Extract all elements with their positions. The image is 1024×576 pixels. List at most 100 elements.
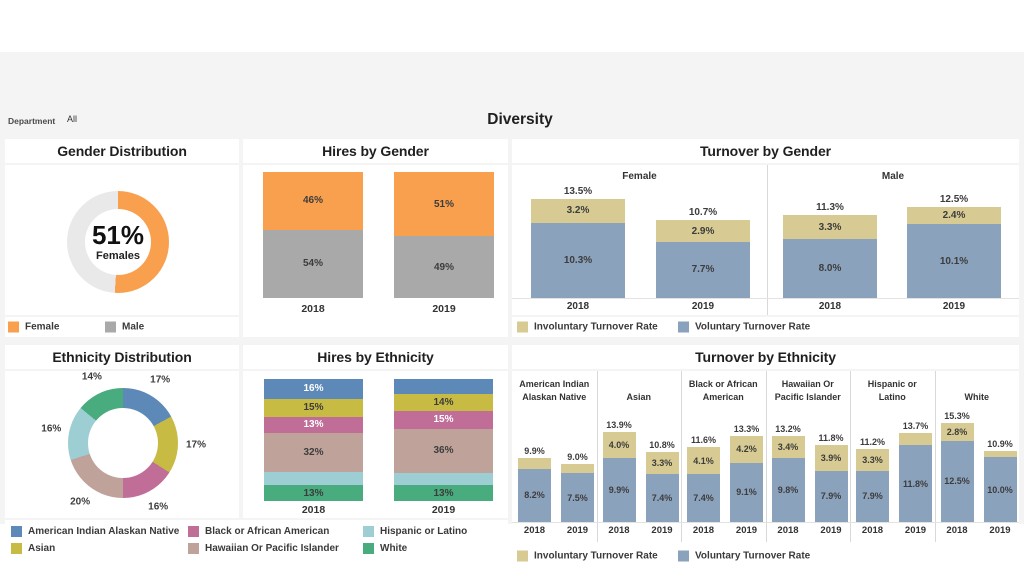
bar-total-label: 10.9%	[987, 439, 1013, 450]
legend-item-male[interactable]: Male	[105, 321, 144, 333]
voluntary-segment[interactable]: 10.3%	[531, 222, 625, 298]
turnover-bar[interactable]: 4.1% 7.4%	[687, 447, 720, 522]
bar-segment-american-indian-alaskan-native[interactable]	[394, 379, 493, 394]
legend-item-female[interactable]: Female	[8, 321, 59, 333]
department-filter-value[interactable]: All	[67, 114, 78, 124]
legend-item-voluntary-turnover-rate[interactable]: Voluntary Turnover Rate	[678, 550, 810, 561]
involuntary-segment[interactable]: 3.3%	[856, 449, 889, 471]
legend-item-black-or-african-american[interactable]: Black or African American	[188, 526, 329, 537]
bar-segment-male[interactable]: 49%	[394, 236, 494, 298]
legend-item-involuntary-turnover-rate[interactable]: Involuntary Turnover Rate	[517, 550, 658, 561]
axis-label-year: 2018	[523, 525, 546, 536]
involuntary-segment[interactable]: 3.9%	[814, 445, 848, 471]
turnover-bar[interactable]: 2.9% 7.7%	[656, 220, 750, 298]
bar-total-label: 13.5%	[563, 186, 593, 198]
voluntary-segment[interactable]: 9.8%	[771, 458, 805, 522]
voluntary-segment[interactable]: 9.9%	[602, 457, 636, 522]
legend-item-white[interactable]: White	[363, 543, 407, 554]
panel-title-ethnicity-distribution: Ethnicity Distribution	[5, 345, 239, 369]
bar-segment-american-indian-alaskan-native[interactable]: 16%	[264, 379, 363, 399]
turnover-bar[interactable]: 10.0%	[983, 451, 1017, 522]
bar-segment-female[interactable]: 46%	[263, 172, 363, 230]
voluntary-segment[interactable]: 12.5%	[940, 440, 974, 522]
bar-segment-hispanic-or-latino[interactable]	[394, 472, 493, 486]
legend-item-involuntary-turnover-rate[interactable]: Involuntary Turnover Rate	[517, 321, 658, 333]
involuntary-segment[interactable]: 2.8%	[940, 422, 974, 441]
legend-item-asian[interactable]: Asian	[11, 543, 55, 554]
turnover-bar[interactable]: 2.4% 10.1%	[907, 206, 1001, 298]
turnover-group: Hawaiian Or Pacific Islander 3.4% 9.8% 13.2%…	[765, 371, 851, 542]
turnover-bar[interactable]: 3.9% 7.9%	[814, 445, 848, 522]
legend-item-hawaiian-or-pacific-islander[interactable]: Hawaiian Or Pacific Islander	[188, 543, 339, 554]
axis-label-year: 2019	[432, 303, 456, 315]
legend-item-voluntary-turnover-rate[interactable]: Voluntary Turnover Rate	[678, 321, 811, 333]
voluntary-segment[interactable]: 8.2%	[518, 468, 551, 522]
bar-segment-hawaiian-or-pacific-islander[interactable]: 32%	[264, 432, 363, 472]
involuntary-segment[interactable]: 4.2%	[730, 435, 763, 463]
segment-label: 15%	[433, 414, 454, 426]
turnover-bar[interactable]: 8.2%	[518, 457, 551, 522]
voluntary-segment[interactable]: 7.7%	[656, 241, 750, 298]
voluntary-segment[interactable]: 7.4%	[645, 473, 679, 522]
turnover-bar[interactable]: 7.5%	[561, 463, 594, 522]
segment-label: 13%	[303, 487, 324, 499]
voluntary-segment[interactable]: 7.4%	[687, 473, 720, 522]
stacked-bar[interactable]: 46% 54%	[263, 172, 363, 298]
turnover-bar[interactable]: 3.2% 10.3%	[531, 199, 625, 298]
bar-segment-hispanic-or-latino[interactable]	[264, 471, 363, 486]
involuntary-segment[interactable]: 3.4%	[771, 436, 805, 459]
turnover-bar[interactable]: 4.2% 9.1%	[730, 435, 763, 522]
axis-label-year: 2018	[692, 525, 715, 536]
turnover-bar[interactable]: 3.3% 7.9%	[856, 449, 889, 522]
voluntary-label: 9.1%	[736, 487, 757, 498]
stacked-bar[interactable]: 14% 15% 36% 13%	[394, 379, 493, 501]
voluntary-segment[interactable]: 9.1%	[730, 462, 763, 522]
bar-segment-white[interactable]: 13%	[264, 485, 363, 501]
legend-label: American Indian Alaskan Native	[28, 526, 180, 537]
axis-label-year: 2018	[818, 301, 842, 312]
bar-segment-asian[interactable]: 14%	[394, 393, 493, 411]
legend-gender: Female Male	[5, 317, 239, 337]
voluntary-segment[interactable]: 10.0%	[983, 457, 1017, 522]
voluntary-segment[interactable]: 7.5%	[561, 473, 594, 522]
involuntary-segment[interactable]: 3.3%	[783, 215, 877, 240]
voluntary-segment[interactable]: 7.9%	[856, 470, 889, 522]
voluntary-segment[interactable]: 7.9%	[814, 470, 848, 522]
involuntary-segment[interactable]	[561, 463, 594, 474]
involuntary-segment[interactable]: 4.1%	[687, 447, 720, 474]
legend-item-american-indian-alaskan-native[interactable]: American Indian Alaskan Native	[11, 526, 179, 537]
bar-segment-male[interactable]: 54%	[263, 229, 363, 298]
turnover-bar[interactable]: 4.0% 9.9%	[602, 431, 636, 522]
involuntary-segment[interactable]	[983, 451, 1017, 457]
donut-slice-label: 17%	[150, 374, 171, 386]
stacked-bar[interactable]: 16% 15% 13% 32% 13%	[264, 379, 363, 501]
bar-area: 3.2% 10.3% 13.5% 2.9% 7.7% 10.7%	[512, 185, 767, 299]
bar-segment-asian[interactable]: 15%	[264, 398, 363, 417]
involuntary-segment[interactable]	[899, 432, 932, 446]
involuntary-segment[interactable]	[518, 457, 551, 469]
legend-item-hispanic-or-latino[interactable]: Hispanic or Latino	[363, 526, 467, 537]
voluntary-segment[interactable]: 11.8%	[899, 445, 932, 522]
involuntary-segment[interactable]: 3.2%	[531, 199, 625, 223]
bar-segment-white[interactable]: 13%	[394, 485, 493, 501]
legend-label: White	[380, 543, 408, 554]
bar-total-label: 11.6%	[690, 435, 717, 446]
turnover-bar[interactable]: 3.4% 9.8%	[771, 436, 805, 522]
turnover-bar[interactable]: 11.8%	[899, 432, 932, 522]
involuntary-segment[interactable]: 4.0%	[602, 431, 636, 458]
turnover-bar[interactable]: 3.3% 7.4%	[645, 452, 679, 522]
bar-segment-hawaiian-or-pacific-islander[interactable]: 36%	[394, 429, 493, 473]
bar-segment-black-or-african-american[interactable]: 13%	[264, 416, 363, 433]
chart-gender-distribution: 51% Females	[5, 165, 239, 315]
voluntary-segment[interactable]: 10.1%	[907, 224, 1001, 298]
voluntary-segment[interactable]: 8.0%	[783, 239, 877, 298]
legend-label: Voluntary Turnover Rate	[695, 321, 811, 333]
turnover-bar[interactable]: 2.8% 12.5%	[940, 422, 974, 522]
bar-segment-black-or-african-american[interactable]: 15%	[394, 410, 493, 429]
involuntary-segment[interactable]: 3.3%	[645, 452, 679, 474]
bar-segment-female[interactable]: 51%	[394, 172, 494, 237]
involuntary-segment[interactable]: 2.4%	[907, 206, 1001, 225]
involuntary-segment[interactable]: 2.9%	[656, 220, 750, 242]
stacked-bar[interactable]: 51% 49%	[394, 172, 494, 298]
turnover-bar[interactable]: 3.3% 8.0%	[783, 215, 877, 298]
